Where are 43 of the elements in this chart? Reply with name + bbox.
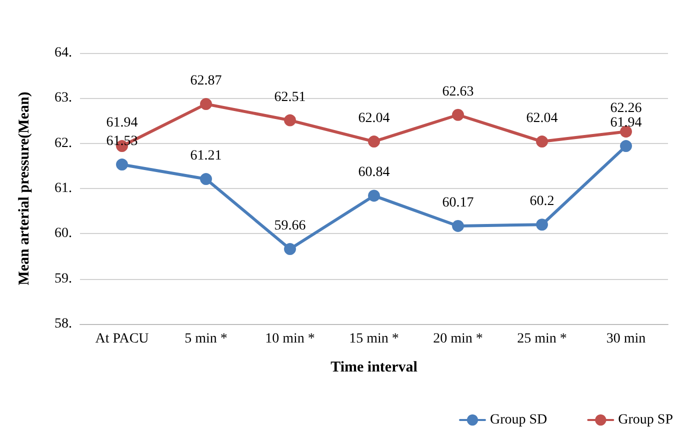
- legend-label: Group SD: [490, 412, 548, 428]
- x-tick-label: 10 min *: [265, 332, 315, 346]
- point: [116, 158, 128, 171]
- x-tick-label: At PACU: [95, 332, 149, 346]
- legend-label: Group SP: [618, 412, 674, 428]
- point: [200, 173, 212, 186]
- x-tick-label: 5 min *: [184, 332, 228, 346]
- x-tick-label: 20 min *: [433, 332, 483, 346]
- data-label: 61.94: [106, 116, 138, 131]
- point: [200, 98, 212, 110]
- point: [536, 218, 548, 231]
- data-label: 62.63: [442, 84, 474, 100]
- y-tick-label: 62.: [54, 136, 72, 151]
- data-label: 62.87: [190, 74, 222, 89]
- point: [452, 220, 464, 232]
- y-tick-label: 63.: [54, 90, 72, 106]
- y-axis-title: Mean arterial pressure(Mean): [16, 92, 32, 286]
- data-label: 61.94: [610, 116, 642, 131]
- point: [284, 114, 296, 126]
- point: [368, 190, 380, 202]
- data-label: 61.21: [190, 148, 222, 164]
- point: [620, 140, 632, 152]
- data-label: 60.84: [358, 165, 390, 180]
- y-tick-label: 58.: [54, 316, 72, 332]
- point: [284, 243, 296, 256]
- y-tick-label: 64.: [54, 46, 72, 60]
- y-tick-label: 61.: [54, 181, 72, 196]
- data-label: 60.17: [442, 195, 474, 210]
- data-label: 60.2: [530, 194, 554, 210]
- y-tick-label: 59.: [54, 271, 72, 286]
- x-tick-label: 30 min: [606, 332, 646, 346]
- data-label: 62.51: [274, 90, 306, 105]
- point: [452, 108, 464, 121]
- point: [368, 136, 380, 148]
- data-label: 62.04: [358, 111, 390, 126]
- point: [536, 136, 548, 148]
- data-label: 62.04: [526, 111, 558, 126]
- x-tick-label: 15 min *: [349, 332, 399, 346]
- data-label: 59.66: [274, 218, 306, 234]
- x-tick-label: 25 min *: [517, 332, 567, 346]
- data-label: 62.26: [610, 101, 642, 116]
- y-tick-label: 60.: [54, 226, 72, 242]
- x-axis-title: Time interval: [330, 360, 418, 376]
